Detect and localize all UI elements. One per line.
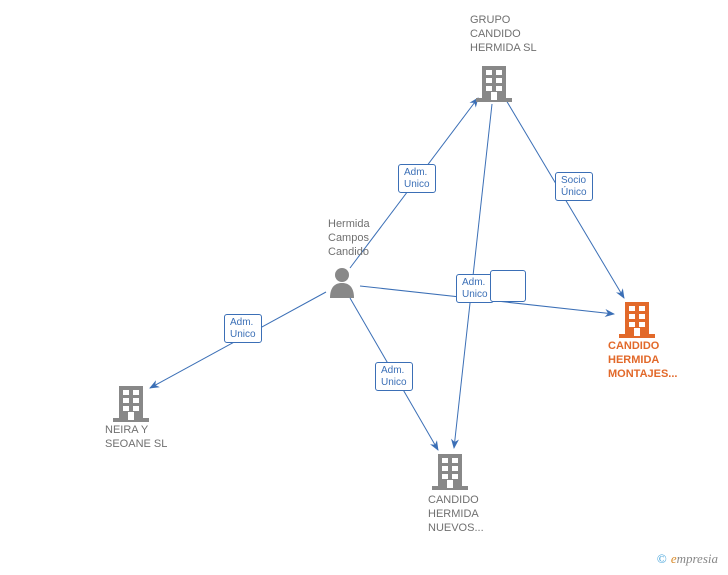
edge-label: Socio Único	[555, 172, 593, 201]
building-icon[interactable]	[432, 454, 468, 490]
building-icon[interactable]	[619, 302, 655, 338]
diagram-canvas	[0, 0, 728, 575]
watermark: ©empresia	[657, 551, 718, 567]
edge-label: Adm. Unico	[456, 274, 494, 303]
node-label: Hermida Campos Candido	[328, 218, 370, 259]
edge-label: Adm. Unico	[375, 362, 413, 391]
node-label: CANDIDO HERMIDA MONTAJES...	[608, 340, 677, 381]
node-label: GRUPO CANDIDO HERMIDA SL	[470, 14, 537, 55]
edge-label: Adm. Unico	[398, 164, 436, 193]
copyright-symbol: ©	[657, 551, 667, 566]
building-icon[interactable]	[476, 66, 512, 102]
person-icon[interactable]	[330, 268, 354, 298]
node-label: CANDIDO HERMIDA NUEVOS...	[428, 494, 484, 535]
edge-label: Adm. Unico	[224, 314, 262, 343]
watermark-rest: mpresia	[677, 551, 718, 566]
node-label: NEIRA Y SEOANE SL	[105, 424, 167, 452]
edge-label-stack	[490, 270, 526, 302]
building-icon[interactable]	[113, 386, 149, 422]
